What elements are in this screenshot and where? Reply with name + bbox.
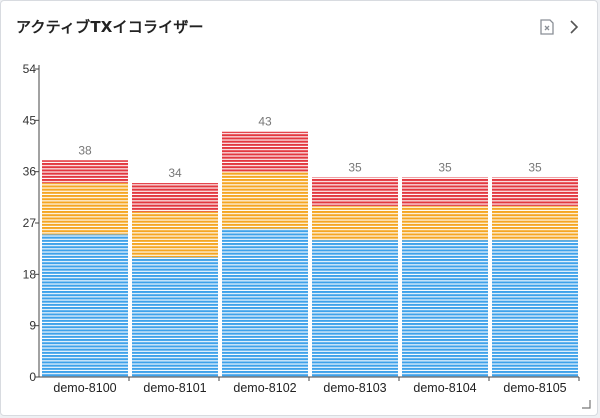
x-tick-label: demo-8102: [233, 381, 296, 395]
bar-segment-slow[interactable]: [222, 171, 308, 229]
bar-segment-slow[interactable]: [492, 205, 578, 241]
x-tick-label: demo-8104: [413, 381, 476, 395]
bar-total-label: 34: [168, 166, 182, 180]
x-tick-label: demo-8103: [323, 381, 386, 395]
y-tick-label: 0: [29, 370, 36, 384]
y-tick-label: 54: [23, 62, 37, 76]
bar-segment-slow[interactable]: [402, 205, 488, 241]
bar-segment-normal[interactable]: [132, 257, 218, 377]
bar-total-label: 35: [438, 160, 452, 174]
bar-segment-slow[interactable]: [312, 205, 398, 241]
x-tick-label: demo-8101: [143, 381, 206, 395]
bar-segment-normal[interactable]: [42, 234, 128, 377]
bar-segment-normal[interactable]: [222, 228, 308, 377]
bars: 38 34 43 35 35 35: [42, 115, 578, 377]
x-axis: demo-8100 demo-8101 demo-8102 demo-8103 demo…: [39, 376, 580, 395]
x-tick-label: demo-8105: [503, 381, 566, 395]
card-header: アクティブTXイコライザー: [1, 1, 597, 51]
x-tick-label: demo-8100: [53, 381, 116, 395]
bar-segment-very-slow[interactable]: [42, 160, 128, 184]
bar-segment-very-slow[interactable]: [222, 131, 308, 172]
bar-segment-very-slow[interactable]: [312, 177, 398, 206]
bar-segment-normal[interactable]: [492, 240, 578, 377]
bar-total-label: 35: [528, 160, 542, 174]
bar-segment-very-slow[interactable]: [492, 177, 578, 206]
bar-segment-very-slow[interactable]: [402, 177, 488, 206]
y-tick-label: 36: [23, 165, 37, 179]
chevron-right-icon[interactable]: [565, 18, 583, 36]
bar-segment-slow[interactable]: [42, 183, 128, 235]
bar-segment-normal[interactable]: [312, 240, 398, 377]
y-tick-label: 18: [23, 267, 37, 281]
export-icon[interactable]: [538, 18, 556, 36]
bar-segment-normal[interactable]: [402, 240, 488, 377]
y-tick-label: 9: [29, 319, 36, 333]
resize-grip-icon[interactable]: [581, 399, 591, 409]
y-tick-label: 27: [23, 216, 37, 230]
bar-total-label: 43: [258, 115, 272, 129]
card-title: アクティブTXイコライザー: [16, 18, 204, 36]
y-axis: 0 9 18 27 36 45 54: [23, 62, 40, 384]
bar-segment-very-slow[interactable]: [132, 183, 218, 212]
bar-total-label: 35: [348, 160, 362, 174]
bar-segment-slow[interactable]: [132, 211, 218, 258]
bar-total-label: 38: [78, 143, 92, 157]
y-tick-label: 45: [23, 113, 37, 127]
